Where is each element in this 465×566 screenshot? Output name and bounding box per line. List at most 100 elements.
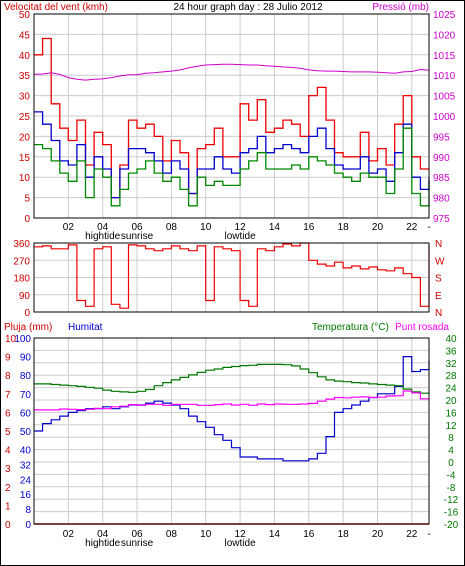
humidity-axis-label: Humitat xyxy=(68,322,103,333)
dewpoint-axis-label: Punt rosada xyxy=(395,322,449,333)
x-tick-label: 14 xyxy=(269,222,281,233)
rain-axis-label: Pluja (mm) xyxy=(4,322,52,333)
wind-tick-label: 35 xyxy=(19,71,31,82)
temperature-tick-label: 32 xyxy=(445,359,457,370)
pressure-tick-label: 995 xyxy=(433,132,450,143)
x-tick-label: 20 xyxy=(372,222,384,233)
rain-tick-label: 5 xyxy=(5,427,11,438)
humidity-tick-label: 100 xyxy=(14,334,31,345)
x-tick-label: 04 xyxy=(97,529,109,540)
rain-tick-label: 3 xyxy=(5,464,11,475)
rain-tick-label: 0 xyxy=(5,520,11,531)
x-tick-label: 06 xyxy=(131,222,143,233)
humidity-tick-label: 40 xyxy=(20,446,32,457)
wind-tick-label: 20 xyxy=(19,132,31,143)
wind-tick-label: 50 xyxy=(19,10,31,21)
direction-tick-label: 360 xyxy=(13,239,30,250)
temperature-axis-label: Temperatura (°C) xyxy=(312,322,389,333)
pressure-axis-label: Pressió (mb) xyxy=(372,2,429,13)
chart-title: 24 hour graph day : 28 Julio 2012 xyxy=(174,2,323,13)
humidity-tick-label: 80 xyxy=(20,371,32,382)
compass-label: N xyxy=(435,239,442,250)
x-tick-label: 18 xyxy=(338,222,350,233)
pressure-tick-label: 990 xyxy=(433,153,450,164)
wind-tick-label: 15 xyxy=(19,153,31,164)
pressure-tick-label: 1025 xyxy=(433,10,456,21)
pressure-tick-label: 985 xyxy=(433,173,450,184)
event-label-lowtide: lowtide xyxy=(225,231,257,242)
humidity-tick-label: 0 xyxy=(25,520,31,531)
climate-panel-frame xyxy=(33,337,430,525)
wind-tick-label: 5 xyxy=(24,194,30,205)
temperature-tick-label: 16 xyxy=(445,408,457,419)
x-tick-label: 12 xyxy=(235,222,247,233)
wind-panel-frame xyxy=(33,13,430,219)
compass-label: E xyxy=(435,291,442,302)
x-tick-label: 22 xyxy=(406,222,418,233)
pressure-tick-label: 980 xyxy=(433,194,450,205)
rain-tick-label: 10 xyxy=(5,334,17,345)
x-tick-label: 18 xyxy=(338,529,350,540)
rain-tick-label: 4 xyxy=(5,446,11,457)
direction-tick-label: 270 xyxy=(13,256,30,267)
x-tick-label: 04 xyxy=(97,222,109,233)
humidity-tick-label: 8 xyxy=(25,505,31,516)
temperature-tick-label: 4 xyxy=(448,446,454,457)
series-gust xyxy=(34,37,429,199)
wind-axis-label: Velocitat del vent (kmh) xyxy=(4,2,108,13)
pressure-tick-label: 1010 xyxy=(433,71,456,82)
tick-label-layer: 0510152025303540455097598098599099510001… xyxy=(5,10,459,549)
x-tick-label: 20 xyxy=(372,529,384,540)
temperature-tick-label: -16 xyxy=(444,508,459,519)
temperature-tick-label: 40 xyxy=(445,334,457,345)
x-tick-label: 22 xyxy=(406,529,418,540)
temperature-tick-label: -8 xyxy=(447,483,456,494)
humidity-tick-label: 24 xyxy=(20,475,32,486)
pressure-tick-label: 975 xyxy=(433,214,450,225)
direction-panel-frame xyxy=(33,242,430,313)
series-wind-direction xyxy=(34,242,430,309)
event-label-sunrise: sunrise xyxy=(121,538,154,549)
temperature-tick-label: 28 xyxy=(445,371,457,382)
humidity-tick-label: 60 xyxy=(20,408,32,419)
pressure-tick-label: 1000 xyxy=(433,112,456,123)
x-tick-label: 08 xyxy=(166,222,178,233)
x-tick-label: 16 xyxy=(303,222,315,233)
x-tick-label: 02 xyxy=(63,222,75,233)
temperature-tick-label: 8 xyxy=(448,433,454,444)
rain-tick-label: 8 xyxy=(5,371,11,382)
x-tick-label: - xyxy=(427,529,430,540)
temperature-tick-label: 12 xyxy=(445,421,457,432)
x-tick-label: 12 xyxy=(235,529,247,540)
event-label-lowtide: lowtide xyxy=(225,538,257,549)
rain-tick-label: 1 xyxy=(5,501,11,512)
event-label-hightide: hightide xyxy=(85,538,120,549)
x-tick-label: 06 xyxy=(131,529,143,540)
rain-tick-label: 7 xyxy=(5,390,11,401)
direction-tick-label: 180 xyxy=(13,274,30,285)
humidity-tick-label: 70 xyxy=(20,390,32,401)
humidity-tick-label: 90 xyxy=(20,353,32,364)
series-wind xyxy=(34,111,430,199)
event-label-sunrise: sunrise xyxy=(121,231,154,242)
temperature-tick-label: 36 xyxy=(445,346,457,357)
pressure-tick-label: 1020 xyxy=(433,30,456,41)
wind-tick-label: 40 xyxy=(19,51,31,62)
temperature-tick-label: 20 xyxy=(445,396,457,407)
series-dewpoint xyxy=(34,390,429,411)
humidity-tick-label: 16 xyxy=(20,490,32,501)
wind-tick-label: 30 xyxy=(19,92,31,103)
wind-tick-label: 45 xyxy=(19,30,31,41)
pressure-tick-label: 1005 xyxy=(433,92,456,103)
x-tick-label: 10 xyxy=(200,529,212,540)
rain-tick-label: 2 xyxy=(5,483,11,494)
pressure-tick-label: 1015 xyxy=(433,51,456,62)
x-tick-label: 14 xyxy=(269,529,281,540)
series-temperature xyxy=(34,363,430,394)
temperature-tick-label: 24 xyxy=(445,384,457,395)
humidity-tick-label: 32 xyxy=(20,460,32,471)
temperature-tick-label: -12 xyxy=(444,495,459,506)
temperature-tick-label: -4 xyxy=(447,470,456,481)
